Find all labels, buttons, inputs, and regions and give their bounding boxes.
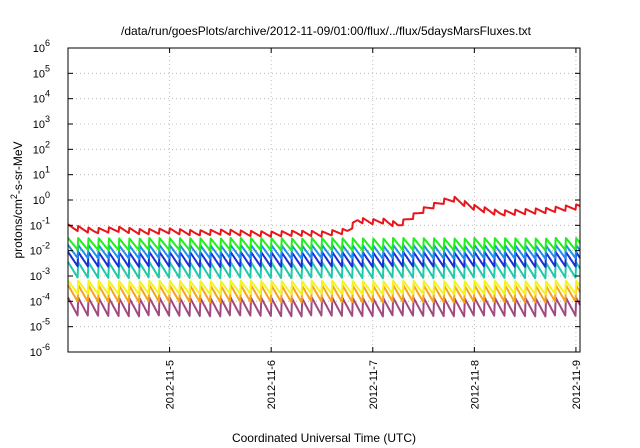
y-tick-base: 10 <box>30 296 42 308</box>
y-tick-label: 104 <box>33 89 50 106</box>
y-tick-exponent: -1 <box>42 215 50 225</box>
y-tick-label: 10-4 <box>30 291 50 308</box>
y-tick-label: 100 <box>33 190 50 207</box>
y-tick-label: 102 <box>33 139 50 156</box>
y-tick-label: 10-5 <box>30 317 50 334</box>
y-tick-label: 10-3 <box>30 266 50 283</box>
y-axis-ticks: 10-610-510-410-310-210-11001011021031041… <box>30 38 580 359</box>
y-tick-base: 10 <box>33 94 45 106</box>
x-tick-label: 2012-11-7 <box>368 360 380 409</box>
y-tick-exponent: 1 <box>45 165 50 175</box>
y-tick-base: 10 <box>33 144 45 156</box>
y-axis-label: protons/cm2-s-sr-MeV <box>9 141 25 258</box>
y-tick-label: 10-6 <box>30 342 50 359</box>
y-tick-base: 10 <box>33 119 45 131</box>
y-tick-label: 105 <box>33 63 50 80</box>
y-tick-base: 10 <box>30 246 42 258</box>
x-tick-label: 2012-11-5 <box>165 360 177 409</box>
y-tick-base: 10 <box>33 68 45 80</box>
series-line-6 <box>67 279 581 296</box>
y-tick-exponent: 3 <box>45 114 50 124</box>
y-tick-exponent: -6 <box>42 342 50 352</box>
x-axis-ticks: 2012-11-5 2012-11-6 2012-11-7 2012-11-8 2012… <box>165 48 583 409</box>
y-tick-label: 10-2 <box>30 241 50 258</box>
y-tick-exponent: 0 <box>45 190 50 200</box>
y-tick-base: 10 <box>33 195 45 207</box>
y-tick-label: 101 <box>33 165 50 182</box>
x-tick-label: 2012-11-9 <box>571 360 583 409</box>
series-group <box>67 195 581 318</box>
chart-title: /data/run/goesPlots/archive/2012-11-09/0… <box>121 24 532 38</box>
x-tick-label: 2012-11-8 <box>469 360 481 409</box>
y-tick-base: 10 <box>30 322 42 334</box>
y-tick-exponent: 6 <box>45 38 50 48</box>
y-tick-exponent: 2 <box>45 139 50 149</box>
y-tick-exponent: -4 <box>42 291 50 301</box>
series-line-1 <box>67 195 581 238</box>
y-tick-label: 103 <box>33 114 50 131</box>
y-tick-label: 106 <box>33 38 50 55</box>
y-tick-exponent: 4 <box>45 89 50 99</box>
y-tick-base: 10 <box>30 220 42 232</box>
y-tick-exponent: -5 <box>42 317 50 327</box>
y-tick-exponent: -2 <box>42 241 50 251</box>
y-axis-label-main: protons/cm <box>11 199 25 258</box>
y-tick-label: 10-1 <box>30 215 50 232</box>
y-tick-base: 10 <box>30 271 42 283</box>
x-tick-label: 2012-11-6 <box>266 360 278 409</box>
y-axis-label-sup: 2 <box>9 194 19 199</box>
y-tick-base: 10 <box>30 347 42 359</box>
y-tick-exponent: 5 <box>45 63 50 73</box>
y-tick-exponent: -3 <box>42 266 50 276</box>
series-line-5 <box>67 260 581 280</box>
y-tick-base: 10 <box>33 170 45 182</box>
y-axis-label-rest: -s-sr-MeV <box>11 141 25 194</box>
x-axis-label: Coordinated Universal Time (UTC) <box>232 431 416 445</box>
series-line-2 <box>67 236 581 252</box>
y-tick-base: 10 <box>33 43 45 55</box>
series-line-8 <box>67 296 581 318</box>
